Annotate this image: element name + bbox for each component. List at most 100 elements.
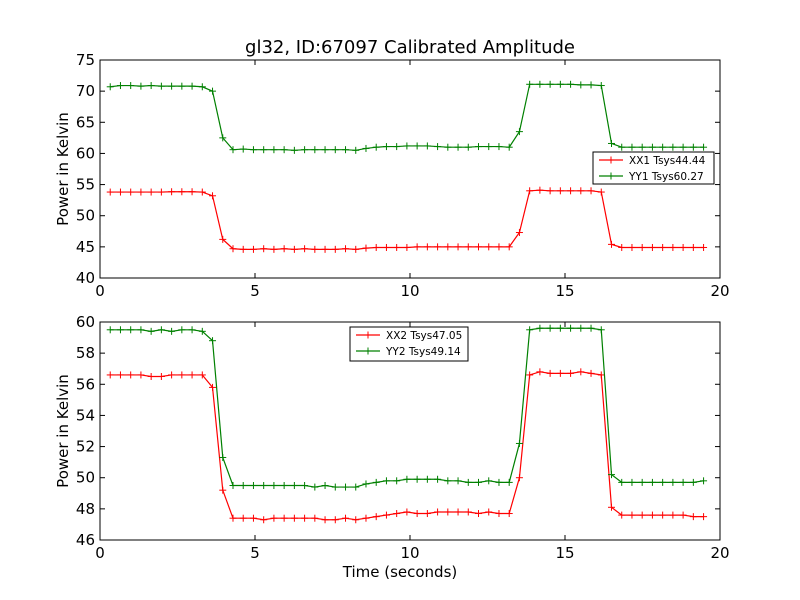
data-point xyxy=(556,80,564,88)
y-tick-label: 60 xyxy=(76,144,95,162)
data-point xyxy=(147,188,155,196)
data-point xyxy=(689,243,697,251)
data-point xyxy=(393,143,401,151)
data-point xyxy=(608,471,615,479)
data-point xyxy=(229,482,237,489)
data-point xyxy=(137,188,145,196)
data-point xyxy=(638,478,646,486)
data-point xyxy=(188,188,196,196)
data-point xyxy=(423,510,431,518)
data-point xyxy=(403,508,411,516)
y-axis-label: Power in Kelvin xyxy=(54,112,72,226)
data-point xyxy=(219,134,227,142)
x-tick-label: 15 xyxy=(555,544,574,562)
data-point xyxy=(689,143,697,151)
data-point xyxy=(689,513,697,521)
data-point xyxy=(321,516,329,524)
x-tick-label: 15 xyxy=(555,282,574,300)
data-point xyxy=(700,243,708,251)
data-point xyxy=(229,245,237,253)
data-point xyxy=(116,326,124,334)
data-point xyxy=(331,483,339,491)
data-point xyxy=(362,244,370,252)
data-point xyxy=(577,187,585,195)
x-tick-label: 10 xyxy=(400,282,419,300)
data-point xyxy=(638,143,646,151)
data-point xyxy=(648,243,656,251)
data-point xyxy=(659,143,667,151)
data-point xyxy=(301,146,309,154)
data-point xyxy=(485,243,493,251)
data-point xyxy=(168,327,176,335)
data-point xyxy=(628,243,636,251)
data-point xyxy=(403,475,411,483)
data-point xyxy=(515,474,523,482)
data-point xyxy=(577,324,585,332)
data-point xyxy=(423,142,431,150)
data-point xyxy=(352,483,360,491)
x-tick-label: 10 xyxy=(400,544,419,562)
data-point xyxy=(556,187,564,195)
legend-label: YY2 Tsys49.14 xyxy=(385,346,461,358)
data-point xyxy=(290,245,298,253)
data-point xyxy=(669,478,677,486)
data-point xyxy=(444,508,452,516)
data-point xyxy=(475,243,483,251)
data-point xyxy=(567,369,575,377)
axes-frame xyxy=(99,321,721,541)
data-point xyxy=(188,371,196,379)
data-point xyxy=(127,82,135,90)
data-point xyxy=(648,478,656,486)
data-point xyxy=(168,188,176,196)
y-tick-label: 48 xyxy=(76,500,95,518)
data-point xyxy=(505,243,513,251)
axes-frame xyxy=(99,59,721,279)
data-point xyxy=(342,146,350,154)
y-tick-label: 70 xyxy=(76,82,95,100)
data-point xyxy=(116,188,124,196)
data-point xyxy=(669,243,677,251)
data-point xyxy=(321,482,329,489)
data-point xyxy=(157,373,165,380)
data-point xyxy=(260,516,268,524)
y-tick-label: 65 xyxy=(76,113,95,131)
data-point xyxy=(475,478,483,486)
data-point xyxy=(495,510,503,518)
data-point xyxy=(413,142,421,150)
data-point xyxy=(577,368,585,376)
data-point xyxy=(495,143,503,151)
data-point xyxy=(608,240,615,248)
data-point xyxy=(567,187,575,195)
data-point xyxy=(168,371,176,379)
data-point xyxy=(147,327,155,335)
data-point xyxy=(157,326,165,334)
data-point xyxy=(321,245,329,253)
data-point xyxy=(209,337,217,345)
legend-label: XX2 Tsys47.05 xyxy=(386,330,462,342)
data-point xyxy=(301,245,309,253)
data-point xyxy=(116,371,124,379)
data-point xyxy=(198,327,206,335)
legend-box xyxy=(349,326,469,362)
y-tick-label: 75 xyxy=(76,51,95,69)
data-point xyxy=(526,80,534,88)
data-point xyxy=(444,477,452,485)
data-point xyxy=(260,146,268,154)
data-point xyxy=(597,326,605,334)
data-point xyxy=(116,82,124,90)
data-point xyxy=(168,82,176,90)
data-point xyxy=(157,82,165,90)
y-tick-label: 52 xyxy=(76,438,95,456)
data-point xyxy=(352,146,360,154)
data-point xyxy=(669,143,677,151)
data-point xyxy=(423,243,431,251)
data-point xyxy=(454,143,462,151)
data-point xyxy=(331,245,339,253)
y-tick-label: 46 xyxy=(76,531,95,549)
data-point xyxy=(127,371,135,379)
data-point xyxy=(198,371,206,379)
data-point xyxy=(270,514,278,522)
data-point xyxy=(495,478,503,486)
data-point xyxy=(342,245,350,253)
data-point xyxy=(587,369,595,377)
